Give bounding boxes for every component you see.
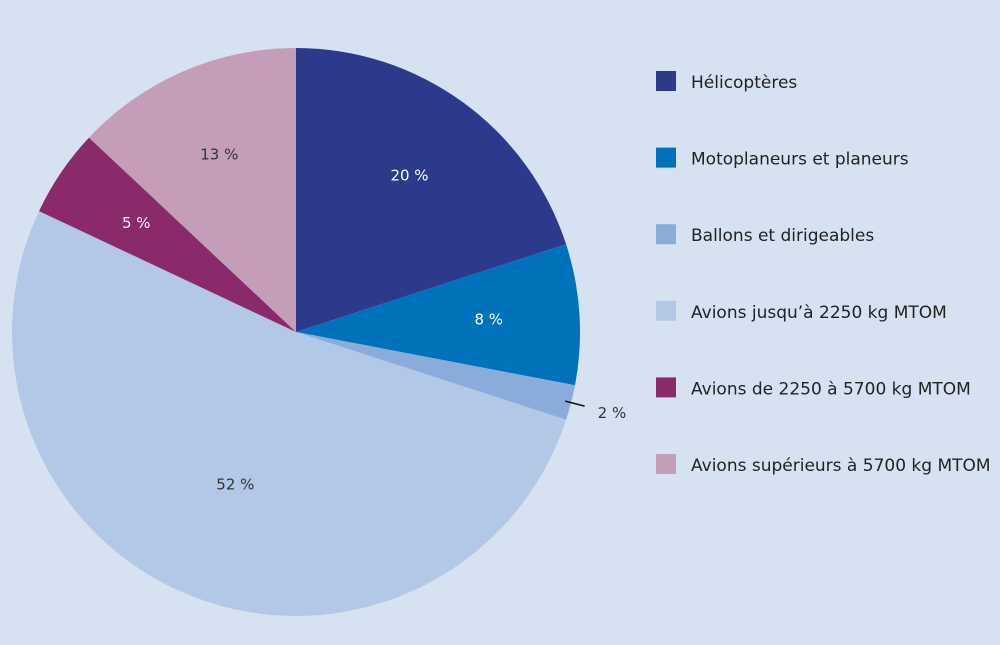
- legend-label: Avions jusqu’à 2250 kg MTOM: [691, 303, 947, 323]
- pie-slice: [296, 332, 575, 420]
- legend-label: Ballons et dirigeables: [691, 226, 874, 246]
- data-label: 5 %: [122, 214, 151, 232]
- data-label: 52 %: [216, 476, 254, 494]
- pie-slice: [39, 137, 297, 332]
- legend-label: Hélicoptères: [691, 73, 797, 93]
- data-label: 13 %: [200, 145, 238, 163]
- legend-swatch: [656, 224, 676, 245]
- data-label: 20 %: [390, 166, 428, 184]
- legend-swatch: [656, 377, 676, 398]
- pie-slice: [296, 244, 580, 386]
- legend-swatch: [656, 71, 676, 91]
- legend-label: Avions de 2250 à 5700 kg MTOM: [691, 379, 971, 399]
- pie-slice: [11, 211, 567, 617]
- data-label: 8 %: [474, 310, 503, 328]
- legend-swatch: [656, 454, 676, 474]
- pie-slice: [296, 48, 567, 332]
- legend-label: Motoplaneurs et planeurs: [691, 150, 909, 170]
- data-label: 2 %: [598, 404, 627, 422]
- pie-slice: [88, 48, 297, 332]
- leader-line: [565, 400, 585, 407]
- legend-swatch: [656, 147, 676, 168]
- legend-swatch: [656, 300, 676, 321]
- legend-label: Avions supérieurs à 5700 kg MTOM: [691, 456, 991, 476]
